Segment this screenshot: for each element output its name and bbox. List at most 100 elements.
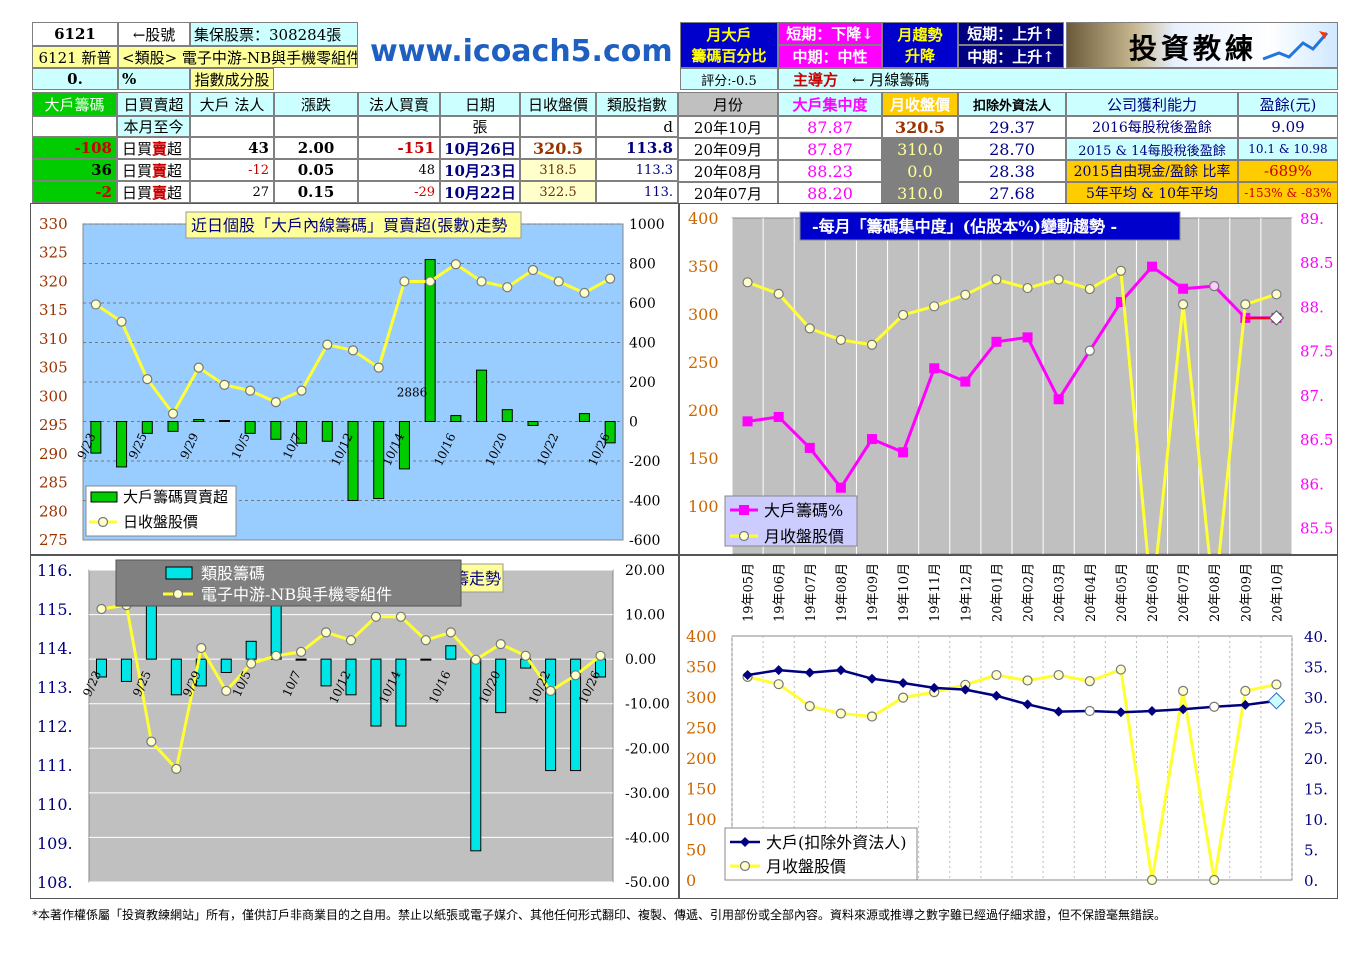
- right-tick-label: -40.00: [625, 830, 670, 846]
- left-tick-label: 400: [686, 627, 717, 646]
- chart3-frame: [30, 555, 679, 899]
- down-arrow-icon: ↓: [861, 24, 874, 43]
- point-sector-index: [445, 627, 456, 638]
- daily-month-empty: [32, 116, 117, 137]
- daily-change-2: 0.15: [274, 181, 358, 203]
- chart-title-box: [185, 211, 522, 239]
- bar-big-holders: [193, 419, 205, 422]
- point-close-price: [193, 362, 204, 373]
- x-tick-label: 19年06月: [773, 563, 788, 622]
- profit-label-0: 2016每股稅後盈餘: [1066, 116, 1238, 138]
- short-up-label: 短期：上升: [967, 25, 1043, 43]
- profit-label-1: 2015 & 14每股稅後盈餘: [1066, 138, 1238, 160]
- point-concentration: [1022, 332, 1033, 343]
- point-concentration: [991, 336, 1002, 347]
- x-tick-label: 20年04月: [1084, 563, 1099, 622]
- left-tick-label: 350: [686, 658, 717, 677]
- daily-month-unit: 張: [440, 116, 520, 137]
- point-month-close: [1240, 685, 1251, 696]
- point-close-price: [579, 287, 590, 299]
- right-tick-label: 400: [629, 336, 656, 352]
- row3-pct: %: [122, 70, 137, 88]
- custody-cell: 集保股票：308284張: [190, 22, 358, 46]
- monthly-close-2: 0.0: [882, 160, 958, 182]
- point-sector-index: [570, 670, 581, 681]
- stock-code: 6121: [54, 25, 96, 43]
- daily-label-part: 超: [167, 139, 183, 158]
- point-big-holders-excl: [929, 682, 940, 693]
- daily-header-3: 漲跌: [274, 92, 358, 116]
- industry-cell: <類股> 電子中游-NB與手機零組件: [118, 46, 358, 68]
- bar-sector-chips: [245, 640, 257, 660]
- x-tick-label: 20年03月: [1053, 563, 1068, 622]
- score-label: 評分:-0.5: [701, 73, 757, 89]
- bar-sector-chips: [495, 658, 507, 714]
- up-arrow-icon: ↑: [1042, 47, 1055, 66]
- point-big-holders-excl: [898, 677, 909, 688]
- chart-title: -每月「籌碼集中度」(佔股本%)變動趨勢 -: [812, 217, 1117, 236]
- left-tick-label: 300: [686, 688, 717, 707]
- point-sector-index: [495, 638, 506, 650]
- month-big-line2: 籌碼百分比: [691, 47, 767, 65]
- bar-sector-chips: [420, 658, 432, 661]
- legend-label: 月收盤股價: [766, 857, 846, 876]
- left-tick-label: 305: [39, 359, 68, 377]
- point-close-price: [476, 276, 487, 287]
- daily-label-2: 日買賣超: [117, 181, 190, 203]
- point-sector-index: [246, 658, 257, 669]
- daily-header-2: 大戶 法人: [190, 92, 274, 116]
- point-month-close: [1209, 874, 1220, 886]
- daily-month-blank-2: [190, 116, 274, 137]
- daily-header-6: 日收盤價: [520, 92, 596, 116]
- point-month-close: [1146, 874, 1158, 886]
- bar-sector-chips: [320, 658, 332, 687]
- mid-neutral-label: 中期：中性: [792, 48, 868, 66]
- point-concentration: [960, 376, 971, 387]
- point-sector-index: [395, 611, 407, 622]
- x-tick-label: 20年08月: [1208, 563, 1223, 622]
- point-sector-index: [221, 685, 232, 696]
- bar-sector-chips: [170, 658, 182, 696]
- left-tick-label: 200: [688, 401, 719, 420]
- leader-arrow-label: ← 月線籌碼: [852, 70, 930, 89]
- left-tick-label: 275: [39, 531, 68, 549]
- daily-inst-1: 48: [358, 159, 440, 181]
- monthly-header-2: 月收盤價: [882, 92, 958, 116]
- daily-label-part: 日買: [122, 139, 153, 158]
- stock-code-cell: 6121: [32, 22, 118, 46]
- right-tick-label: 89.: [1300, 210, 1324, 228]
- point-big-holders-excl: [867, 673, 877, 684]
- legend-label: 大戶(扣除外資法人): [766, 833, 907, 852]
- legend-swatch-dot: [97, 516, 109, 528]
- point-big-holders-excl: [1022, 699, 1033, 710]
- daily-month-blank-6: [520, 116, 596, 137]
- stock-name: 6121 新普: [38, 48, 112, 67]
- daily-label-part: 賣: [152, 161, 168, 180]
- site-url[interactable]: www.icoach5.com: [370, 34, 673, 74]
- daily-change-0: 2.00: [274, 137, 358, 159]
- right-tick-label: 86.: [1300, 475, 1324, 493]
- leader-label: 主導方: [793, 70, 839, 89]
- legend-swatch-dot: [738, 530, 750, 542]
- x-tick-label: 19年10月: [897, 563, 912, 622]
- left-tick-label: 300: [688, 305, 719, 324]
- legend-swatch-dot: [172, 588, 184, 600]
- x-tick-label: 19年07月: [804, 563, 819, 622]
- point-month-close: [1022, 675, 1033, 686]
- daily-header-7: 類股指數: [596, 92, 678, 116]
- bar-big-holders: [90, 421, 102, 454]
- daily-label-part: 日買: [122, 183, 153, 202]
- short-down-cell: 短期：下降 ↓: [778, 22, 882, 45]
- point-month-close: [866, 711, 878, 722]
- point-concentration: [1084, 345, 1095, 356]
- left-tick-label: 100: [686, 810, 717, 829]
- left-tick-label: 250: [688, 353, 719, 372]
- right-tick-label: 800: [629, 257, 656, 273]
- month-big-cell: 月大戶 籌碼百分比: [680, 22, 778, 68]
- legend-label: 類股籌碼: [201, 564, 265, 583]
- bar-big-holders: [373, 421, 385, 500]
- bar-big-holders: [218, 420, 230, 422]
- point-big-holders-excl: [1053, 706, 1064, 717]
- bar-sector-chips: [145, 605, 157, 660]
- bar-big-holders: [450, 415, 462, 422]
